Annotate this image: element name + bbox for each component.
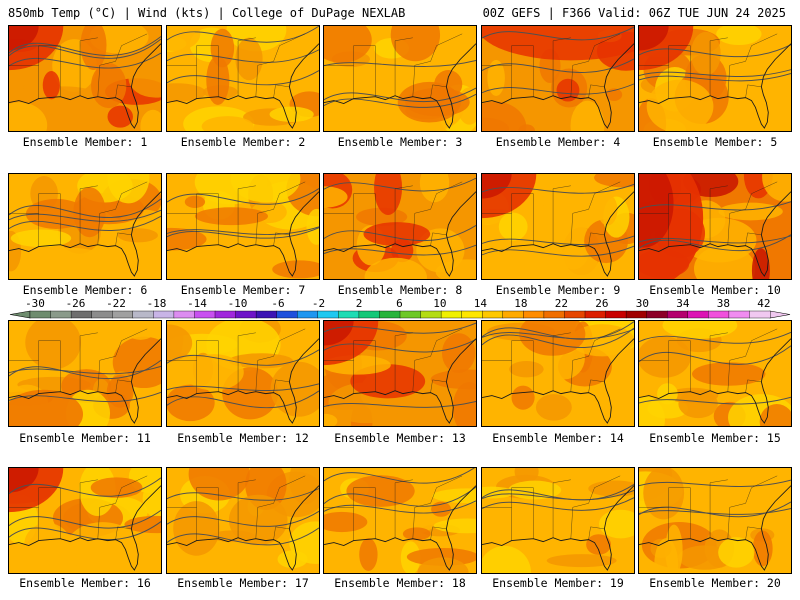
colorbar-swatch <box>687 310 709 319</box>
colorbar-swatch <box>194 310 216 319</box>
ensemble-member-label: Ensemble Member: 6 <box>22 283 148 297</box>
ensemble-member-label: Ensemble Member: 15 <box>649 431 781 445</box>
ensemble-member-map <box>323 173 477 280</box>
colorbar-swatch <box>399 310 422 319</box>
colorbar-swatch <box>605 310 627 319</box>
ensemble-member-label: Ensemble Member: 16 <box>19 576 151 590</box>
ensemble-member-map <box>323 320 477 427</box>
colorbar-swatch <box>338 310 360 319</box>
colorbar-swatch <box>379 310 401 319</box>
colorbar-swatch <box>625 310 648 319</box>
colorbar-swatch <box>584 310 607 319</box>
colorbar-swatch <box>235 310 257 319</box>
colorbar-swatch <box>29 310 52 319</box>
colorbar-swatch <box>317 310 339 319</box>
ensemble-member-map <box>166 25 320 132</box>
ensemble-member-map <box>8 25 162 132</box>
ensemble-member-label: Ensemble Member: 12 <box>177 431 309 445</box>
colorbar-swatch <box>420 310 442 319</box>
ensemble-member-label: Ensemble Member: 3 <box>337 135 463 149</box>
colorbar-tick-label: -22 <box>106 297 126 310</box>
colorbar-tick-label: 34 <box>676 297 690 310</box>
colorbar-swatch <box>358 310 380 319</box>
colorbar-swatch <box>440 310 463 319</box>
colorbar-tick-label: -18 <box>147 297 167 310</box>
colorbar-tick-label: -30 <box>25 297 45 310</box>
colorbar-tick-label: 18 <box>514 297 527 310</box>
ensemble-member-label: Ensemble Member: 19 <box>492 576 624 590</box>
colorbar-tick-label: 30 <box>636 297 649 310</box>
ensemble-member-map <box>323 25 477 132</box>
ensemble-member-label: Ensemble Member: 13 <box>334 431 466 445</box>
colorbar-swatch <box>70 310 93 319</box>
colorbar-tick-label: -2 <box>312 297 325 310</box>
ensemble-member-label: Ensemble Member: 20 <box>649 576 781 590</box>
ensemble-member-map <box>481 25 635 132</box>
ensemble-member-map <box>481 173 635 280</box>
ensemble-member-map <box>481 320 635 427</box>
colorbar-min-arrow <box>9 310 31 319</box>
colorbar-tick-label: 38 <box>717 297 730 310</box>
colorbar-swatch <box>461 310 483 319</box>
ensemble-member-map <box>166 173 320 280</box>
ensemble-member-map <box>638 173 792 280</box>
colorbar-swatch <box>297 310 319 319</box>
colorbar-swatch <box>749 310 771 319</box>
colorbar-swatch <box>646 310 668 319</box>
ensemble-member-label: Ensemble Member: 8 <box>337 283 463 297</box>
ensemble-member-map <box>323 467 477 574</box>
colorbar-tick-label: 2 <box>356 297 363 310</box>
ensemble-member-label: Ensemble Member: 4 <box>495 135 621 149</box>
ensemble-member-label: Ensemble Member: 7 <box>180 283 306 297</box>
ensemble-member-map <box>638 320 792 427</box>
colorbar-swatch <box>728 310 750 319</box>
ensemble-member-label: Ensemble Member: 1 <box>22 135 148 149</box>
ensemble-member-map <box>8 173 162 280</box>
colorbar-swatch <box>667 310 689 319</box>
colorbar-tick-label: -6 <box>271 297 284 310</box>
ensemble-member-label: Ensemble Member: 14 <box>492 431 624 445</box>
ensemble-member-map <box>481 467 635 574</box>
ensemble-member-label: Ensemble Member: 17 <box>177 576 309 590</box>
colorbar-swatch <box>173 310 195 319</box>
colorbar-swatch <box>214 310 237 319</box>
colorbar-tick-label: 14 <box>474 297 488 310</box>
header-run-info: 00Z GEFS | F366 Valid: 06Z TUE JUN 24 20… <box>482 6 786 20</box>
ensemble-member-label: Ensemble Member: 2 <box>180 135 306 149</box>
colorbar-swatch <box>255 310 278 319</box>
colorbar-swatch <box>523 310 545 319</box>
colorbar-swatch <box>276 310 298 319</box>
colorbar-swatch <box>112 310 134 319</box>
header-title: 850mb Temp (°C) | Wind (kts) | College o… <box>8 6 406 20</box>
ensemble-member-label: Ensemble Member: 10 <box>649 283 781 297</box>
ensemble-member-map <box>638 25 792 132</box>
colorbar-tick-label: -26 <box>66 297 86 310</box>
colorbar-swatch <box>91 310 113 319</box>
ensemble-member-label: Ensemble Member: 18 <box>334 576 466 590</box>
colorbar-swatch <box>50 310 72 319</box>
colorbar-tick-label: 22 <box>555 297 568 310</box>
ensemble-member-label: Ensemble Member: 5 <box>652 135 778 149</box>
ensemble-member-map <box>8 467 162 574</box>
ensemble-member-label: Ensemble Member: 11 <box>19 431 151 445</box>
ensemble-member-map <box>8 320 162 427</box>
colorbar-swatch <box>543 310 565 319</box>
colorbar-swatch <box>482 310 504 319</box>
colorbar-tick-label: 6 <box>396 297 403 310</box>
ensemble-member-map <box>166 467 320 574</box>
ensemble-member-label: Ensemble Member: 9 <box>495 283 621 297</box>
colorbar-swatch <box>502 310 524 319</box>
colorbar-tick-label: -14 <box>187 297 207 310</box>
colorbar-max-arrow <box>769 310 791 319</box>
ensemble-member-map <box>166 320 320 427</box>
colorbar-swatch <box>564 310 586 319</box>
colorbar-swatch <box>132 310 154 319</box>
colorbar-swatch <box>153 310 175 319</box>
colorbar-tick-label: 42 <box>757 297 770 310</box>
colorbar-tick-label: 26 <box>595 297 608 310</box>
colorbar-swatch <box>708 310 730 319</box>
colorbar-tick-label: 10 <box>433 297 446 310</box>
colorbar-tick-label: -10 <box>228 297 248 310</box>
ensemble-member-map <box>638 467 792 574</box>
